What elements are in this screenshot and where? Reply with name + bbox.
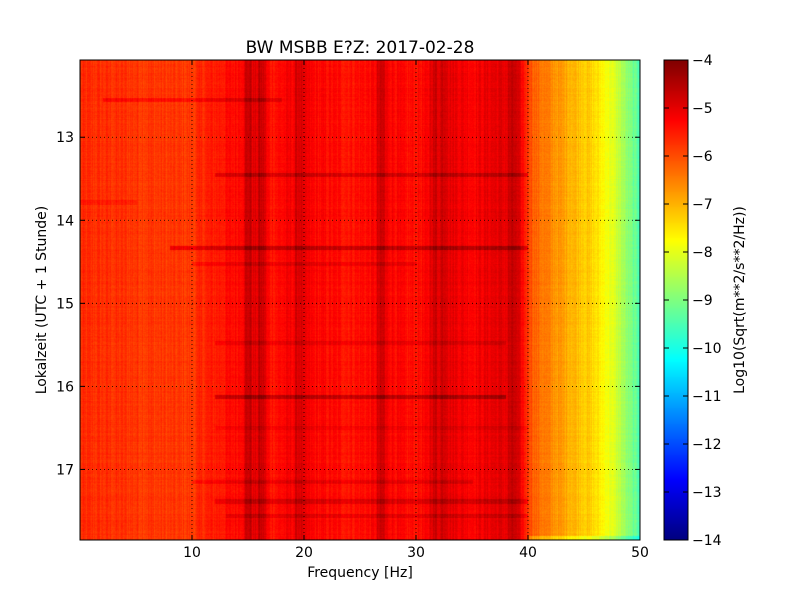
plot-area xyxy=(79,59,641,541)
y-axis-ticks: 13 14 15 16 17 xyxy=(56,130,640,478)
y-tick-label: 16 xyxy=(56,379,74,395)
spectrogram-heatmap xyxy=(80,60,640,540)
y-axis-label: Lokalzeit (UTC + 1 Stunde) xyxy=(34,206,50,395)
plot-frame xyxy=(79,59,641,541)
x-tick-label: 20 xyxy=(295,545,313,561)
y-tick-label: 15 xyxy=(56,296,74,312)
colorbar-tick-label: −4 xyxy=(692,53,713,69)
x-tick-label: 40 xyxy=(519,545,537,561)
colorbar-ticks: −4 −5 −6 −7 −8 −9 −10 −11 −12 −13 −14 xyxy=(664,53,722,549)
colorbar-tick-label: −6 xyxy=(692,149,713,165)
colorbar-tick-label: −5 xyxy=(692,101,713,117)
x-tick-label: 30 xyxy=(407,545,425,561)
x-axis-ticks: 10 20 30 40 50 xyxy=(183,60,649,561)
colorbar-tick-label: −12 xyxy=(692,437,722,453)
colorbar-tick-label: −9 xyxy=(692,293,713,309)
chart-title: BW MSBB E?Z: 2017-02-28 xyxy=(246,38,475,58)
grid-lines xyxy=(80,60,640,540)
y-tick-label: 17 xyxy=(56,462,74,478)
colorbar-tick-label: −14 xyxy=(692,533,722,549)
colorbar-tick-label: −10 xyxy=(692,341,722,357)
x-axis-label: Frequency [Hz] xyxy=(307,565,413,581)
x-tick-label: 50 xyxy=(631,545,649,561)
y-tick-label: 13 xyxy=(56,130,74,146)
y-tick-label: 14 xyxy=(56,213,74,229)
colorbar-tick-label: −11 xyxy=(692,389,722,405)
colorbar-tick-label: −7 xyxy=(692,197,713,213)
colorbar: −4 −5 −6 −7 −8 −9 −10 −11 −12 −13 −14 Log10(Sqrt(m… xyxy=(663,53,748,549)
colorbar-label: Log10(Sqrt(m**2/s**2/Hz)) xyxy=(732,206,748,394)
colorbar-tick-label: −13 xyxy=(692,485,722,501)
x-tick-label: 10 xyxy=(183,545,201,561)
colorbar-tick-label: −8 xyxy=(692,245,713,261)
